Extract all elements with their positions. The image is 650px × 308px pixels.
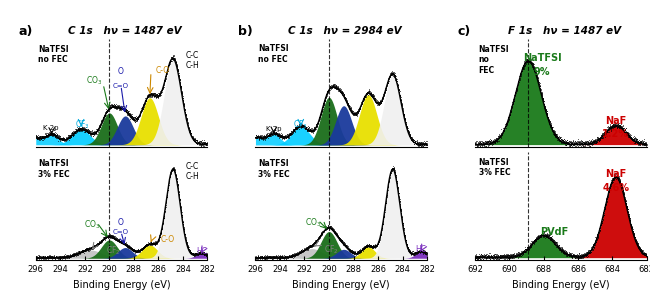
- Text: HC: HC: [196, 247, 207, 256]
- Text: HC: HC: [415, 245, 426, 254]
- Text: C=O: C=O: [113, 229, 129, 235]
- Text: c): c): [458, 26, 471, 38]
- Text: C-C
C-H: C-C C-H: [185, 51, 199, 70]
- Text: C-C
C-H: C-C C-H: [185, 162, 199, 181]
- Text: CF$_3$: CF$_3$: [293, 118, 308, 131]
- Text: C-O: C-O: [156, 66, 170, 75]
- Text: 1.2%: 1.2%: [603, 128, 629, 139]
- Text: NaF: NaF: [605, 169, 627, 179]
- Text: 4.6%: 4.6%: [603, 183, 629, 193]
- Text: K 2p: K 2p: [43, 125, 58, 131]
- Title: F 1s   hν = 1487 eV: F 1s hν = 1487 eV: [508, 26, 621, 36]
- Text: K 2p: K 2p: [266, 126, 281, 132]
- X-axis label: Binding Energy (eV): Binding Energy (eV): [73, 280, 170, 290]
- Text: C=O: C=O: [113, 83, 129, 88]
- Text: NaTFSI: NaTFSI: [523, 53, 562, 63]
- Text: CF$_2$: CF$_2$: [324, 244, 339, 256]
- Text: CF$_2$: CF$_2$: [106, 244, 120, 257]
- Text: b): b): [239, 26, 253, 38]
- Text: CO$_3$: CO$_3$: [86, 75, 103, 87]
- X-axis label: Binding Energy (eV): Binding Energy (eV): [292, 280, 390, 290]
- Text: NaF: NaF: [605, 116, 627, 126]
- Text: NaTFSI
no FEC: NaTFSI no FEC: [258, 44, 289, 63]
- X-axis label: Binding Energy (eV): Binding Energy (eV): [512, 280, 610, 290]
- Text: NaTFSI
3% FEC: NaTFSI 3% FEC: [258, 159, 289, 179]
- Text: CF$_3$: CF$_3$: [75, 119, 90, 132]
- Title: C 1s   hν = 2984 eV: C 1s hν = 2984 eV: [288, 26, 402, 36]
- Text: NaTFSI
no
FEC: NaTFSI no FEC: [478, 45, 509, 75]
- Text: O: O: [118, 67, 124, 76]
- Text: NaTFSI
no FEC: NaTFSI no FEC: [38, 45, 69, 64]
- Text: C-O: C-O: [161, 235, 175, 244]
- Text: CO$_3$: CO$_3$: [84, 219, 100, 231]
- Text: PVdF: PVdF: [540, 227, 568, 237]
- Text: 9%: 9%: [534, 67, 551, 77]
- Text: a): a): [19, 26, 33, 38]
- Text: CO$_3$: CO$_3$: [305, 216, 321, 229]
- Title: C 1s   hν = 1487 eV: C 1s hν = 1487 eV: [68, 26, 182, 36]
- Text: NaTFSI
3% FEC: NaTFSI 3% FEC: [38, 159, 70, 179]
- Text: NaTFSI
3% FEC: NaTFSI 3% FEC: [478, 158, 510, 177]
- Text: O: O: [118, 217, 124, 227]
